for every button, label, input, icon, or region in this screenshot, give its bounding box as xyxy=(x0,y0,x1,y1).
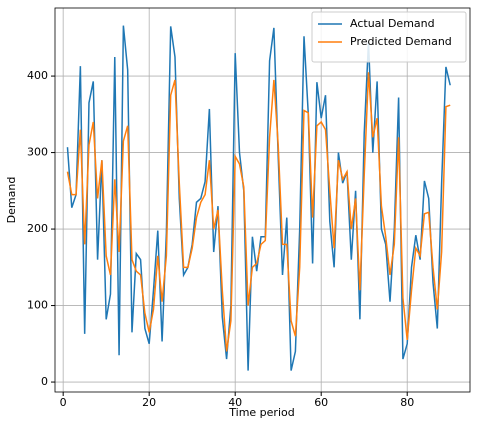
data-line xyxy=(66,72,451,352)
x-tick-label: 20 xyxy=(142,396,156,409)
y-tick-label: 200 xyxy=(27,222,48,235)
legend: Actual Demand Predicted Demand xyxy=(311,11,467,63)
y-tick-label: 300 xyxy=(27,146,48,159)
x-tick-label: 0 xyxy=(60,396,67,409)
x-tick-label: 60 xyxy=(314,396,328,409)
legend-label: Predicted Demand xyxy=(350,35,452,48)
y-tick-label: 0 xyxy=(41,375,48,388)
legend-label: Actual Demand xyxy=(350,17,435,30)
y-tick-label: 100 xyxy=(27,299,48,312)
x-tick-label: 40 xyxy=(228,396,242,409)
legend-box xyxy=(311,11,467,63)
plot-frame xyxy=(54,7,471,393)
x-tick-label: 80 xyxy=(400,396,414,409)
data-line xyxy=(66,25,451,371)
x-axis-label: Time period xyxy=(228,406,294,419)
y-axis-label: Demand xyxy=(5,177,18,224)
y-tick-label: 400 xyxy=(27,69,48,82)
